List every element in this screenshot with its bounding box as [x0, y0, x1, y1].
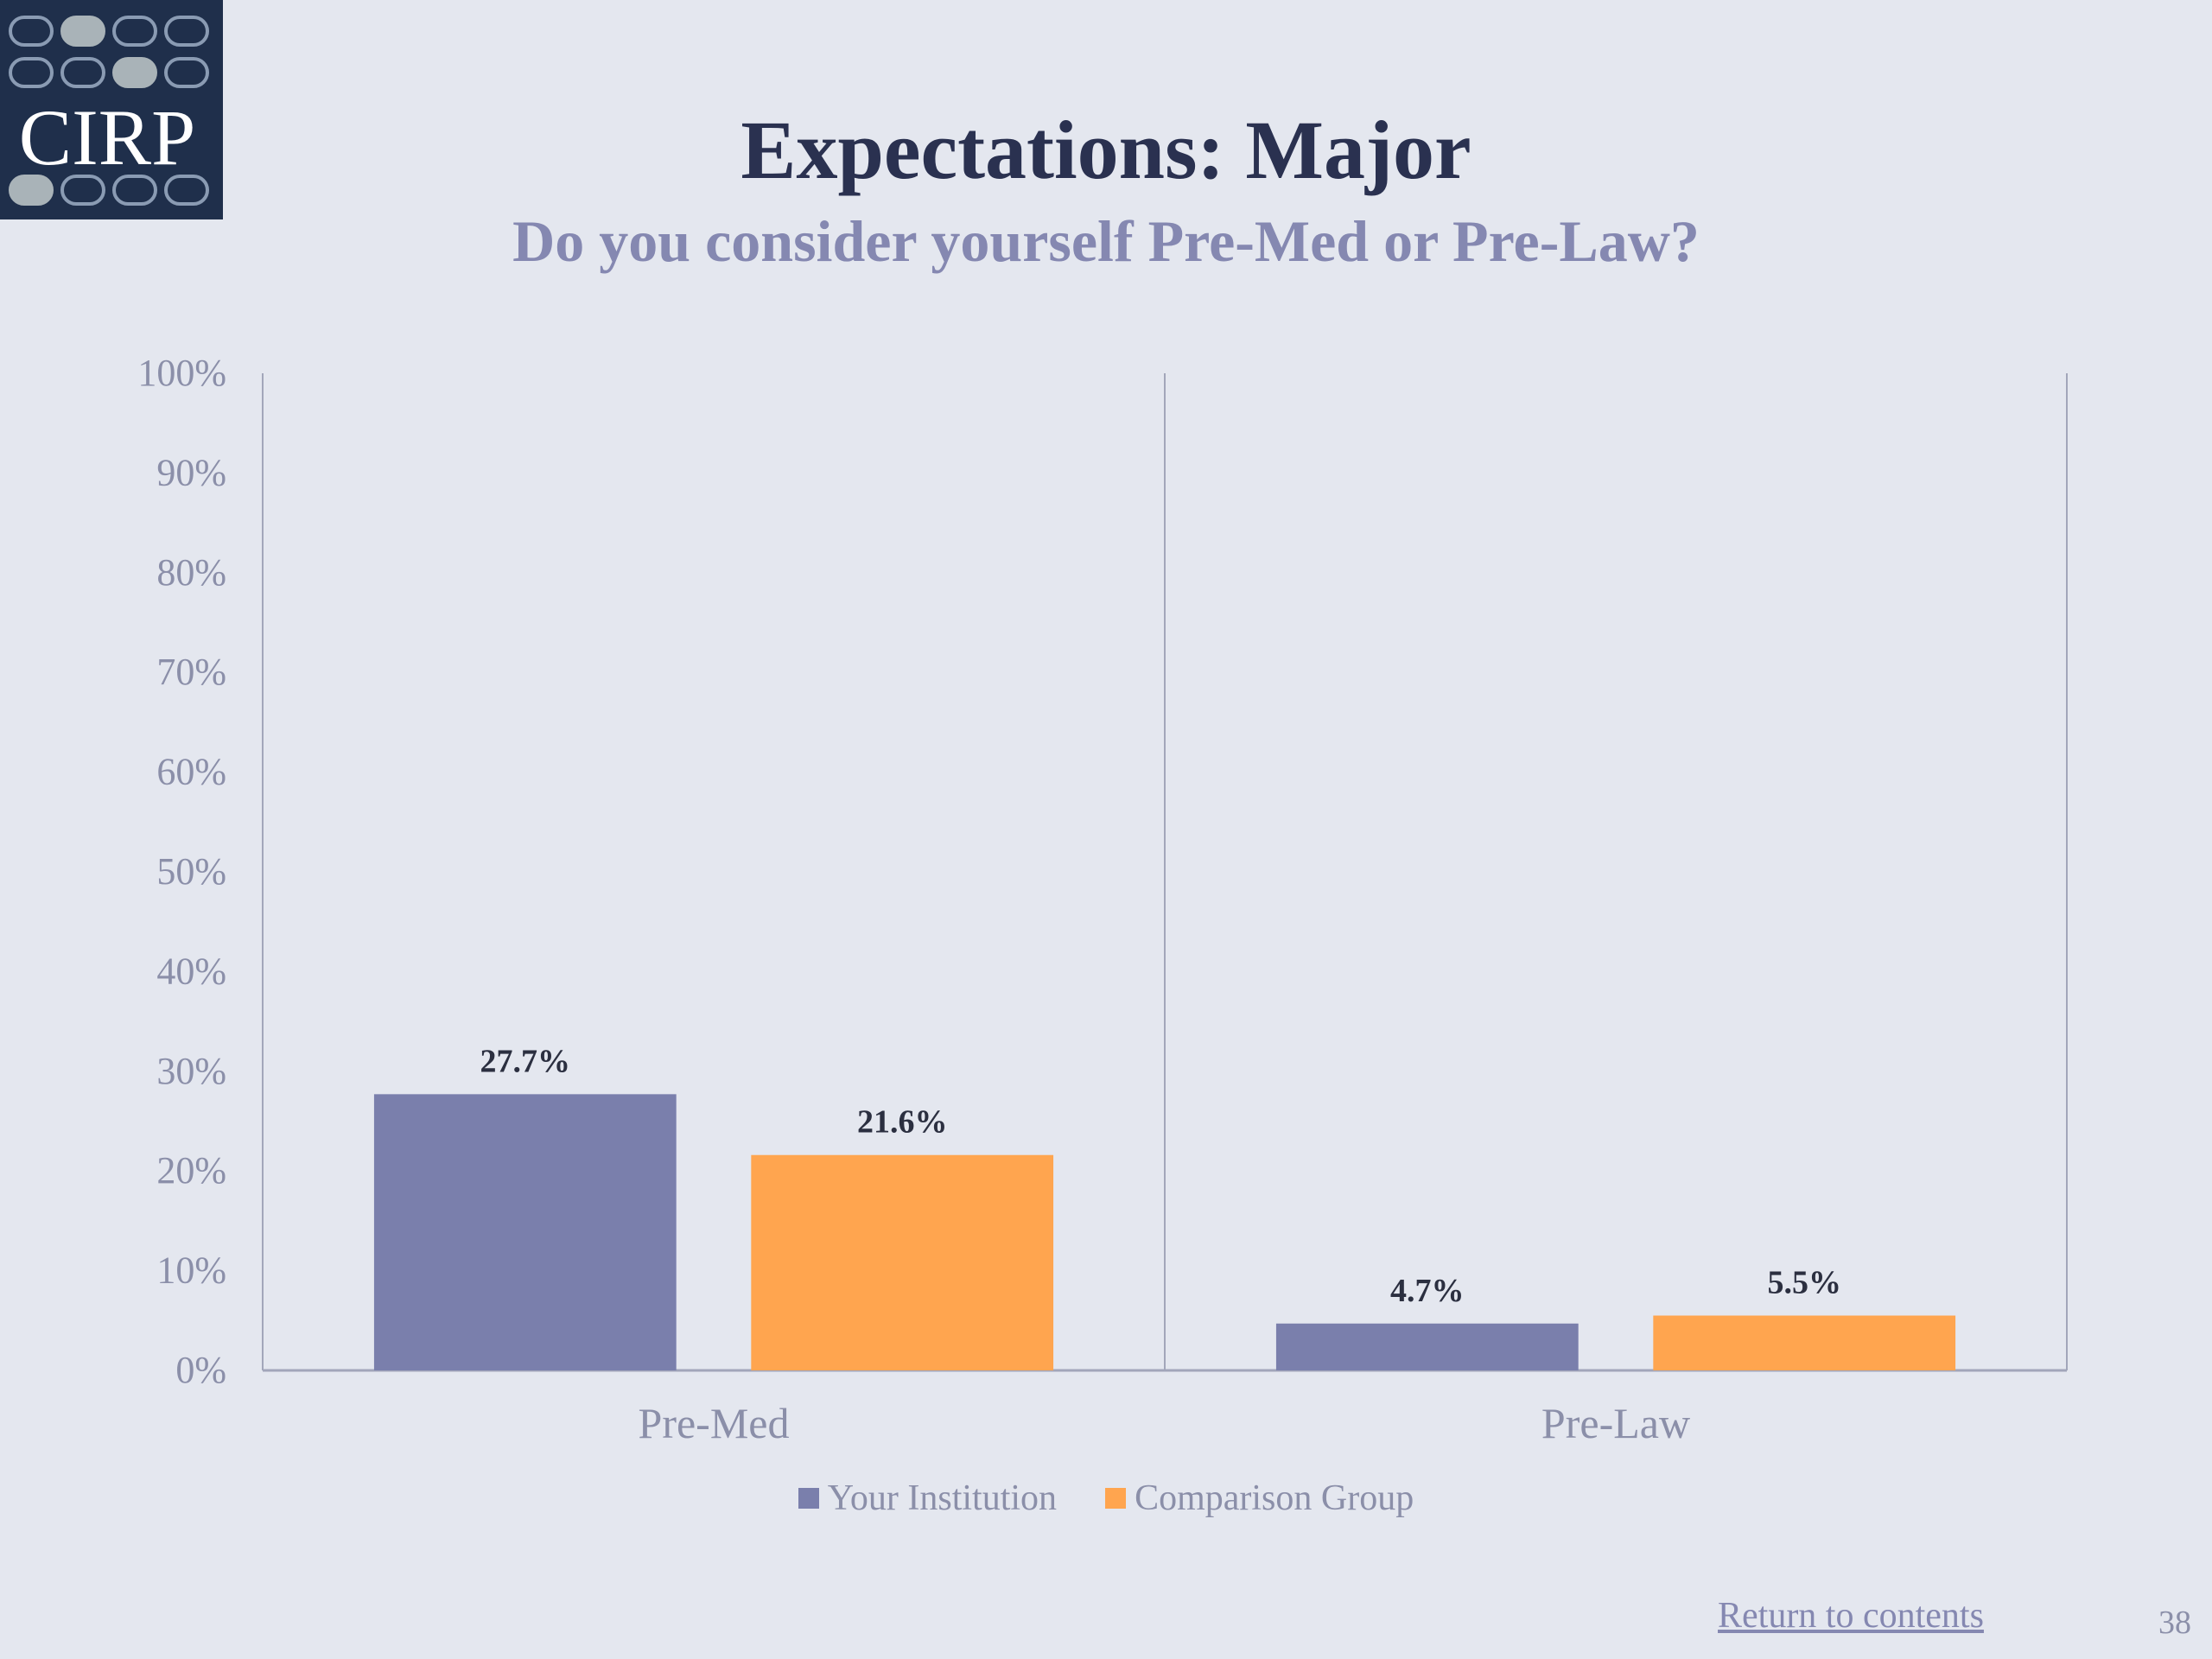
chart-legend: Your Institution Comparison Group	[0, 1478, 2212, 1519]
page-number: 38	[2158, 1605, 2191, 1641]
legend-swatch-comparison-group	[1105, 1488, 1127, 1509]
bar	[751, 1154, 1054, 1370]
bar	[1275, 1323, 1579, 1370]
legend-item-your-institution: Your Institution	[798, 1478, 1057, 1519]
legend-swatch-your-institution	[798, 1488, 819, 1509]
legend-item-comparison-group: Comparison Group	[1105, 1478, 1414, 1519]
y-tick-label: 30%	[156, 1050, 226, 1092]
data-label: 5.5%	[1767, 1265, 1841, 1301]
bar	[373, 1094, 677, 1370]
x-category-label: Pre-Med	[639, 1399, 790, 1447]
y-tick-label: 90%	[156, 451, 226, 493]
slide-title: Expectations: Major	[741, 104, 1471, 196]
y-tick-label: 50%	[156, 850, 226, 893]
legend-label-your-institution: Your Institution	[827, 1478, 1058, 1518]
return-to-contents-link[interactable]: Return to contents	[1718, 1596, 1984, 1636]
y-tick-label: 10%	[156, 1249, 226, 1292]
bar	[1653, 1315, 1956, 1370]
logo-text: CIRP	[19, 93, 196, 181]
y-tick-label: 20%	[156, 1149, 226, 1192]
legend-label-comparison-group: Comparison Group	[1135, 1478, 1414, 1518]
x-category-label: Pre-Law	[1541, 1399, 1690, 1447]
y-tick-label: 80%	[156, 551, 226, 594]
data-label: 4.7%	[1390, 1273, 1465, 1309]
y-tick-label: 100%	[137, 352, 226, 394]
y-tick-label: 70%	[156, 651, 226, 693]
cirp-logo: CIRP	[0, 0, 223, 219]
cirp-logo-graphic: CIRP	[9, 16, 209, 206]
slide-subtitle: Do you consider yourself Pre-Med or Pre-…	[512, 208, 1700, 274]
data-label: 27.7%	[480, 1043, 571, 1079]
data-label: 21.6%	[857, 1104, 948, 1141]
y-tick-label: 0%	[175, 1349, 226, 1391]
y-tick-label: 60%	[156, 751, 226, 793]
y-tick-label: 40%	[156, 950, 226, 992]
